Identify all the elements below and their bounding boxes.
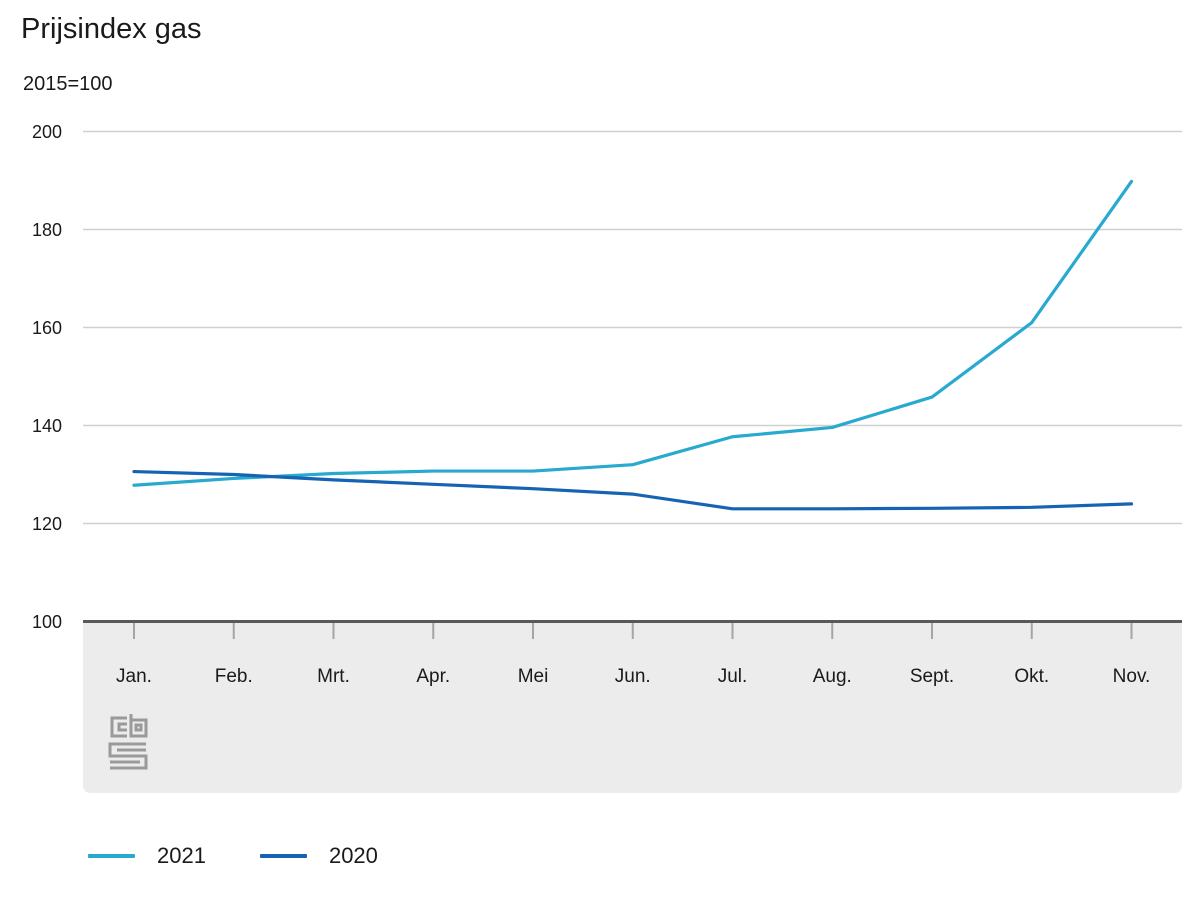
y-axis-label: 200 [32,122,62,142]
cbs-logo-c [110,716,127,738]
y-axis-label: 140 [32,416,62,436]
y-axis-label: 120 [32,514,62,534]
line-chart: 100 120 140 160 180 200 Jan. Feb. Mrt. Apr. Mei Jun… [32,122,1182,793]
legend-swatch-2021 [88,854,135,858]
x-axis-band [83,620,1182,793]
x-axis-label: Jun. [615,666,651,687]
legend-label-2021: 2021 [157,843,206,868]
cbs-logo-s [108,742,148,770]
y-axis-label: 100 [32,612,62,632]
chart-title: Prijsindex gas [21,13,202,45]
legend: 2021 2020 [88,843,378,869]
cbs-logo-icon [108,714,148,770]
y-axis-label: 180 [32,220,62,240]
x-axis-label: Aug. [813,666,852,687]
x-axis-label: Jul. [718,666,748,687]
series-line-2021 [132,179,1134,487]
legend-swatch-2020 [259,854,307,858]
x-axis-label: Jan. [116,666,152,687]
x-axis-label: Mrt. [317,666,350,687]
x-axis-label: Apr. [416,666,450,687]
cbs-logo-b [129,714,148,738]
x-axis-label: Nov. [1113,666,1151,687]
legend-item-2021: 2021 [88,843,206,869]
x-axis-label: Mei [518,666,549,687]
y-axis-label: 160 [32,318,62,338]
chart-unit-label: 2015=100 [23,73,113,95]
x-axis-label: Sept. [910,666,954,687]
x-axis-label: Okt. [1014,666,1049,687]
x-axis-label: Feb. [215,666,253,687]
legend-item-2020: 2020 [259,843,378,869]
series-line-2020 [132,469,1134,511]
legend-label-2020: 2020 [328,843,378,868]
